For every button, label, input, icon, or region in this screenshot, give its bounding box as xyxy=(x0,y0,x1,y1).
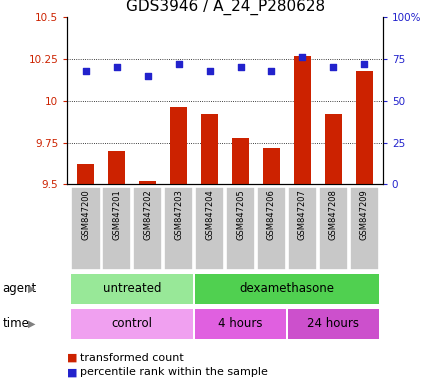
Text: control: control xyxy=(112,317,152,330)
Bar xyxy=(71,274,193,304)
Text: GSM847200: GSM847200 xyxy=(81,189,90,240)
Bar xyxy=(349,187,378,270)
Bar xyxy=(133,187,162,270)
Bar xyxy=(195,308,286,339)
Bar xyxy=(256,187,286,270)
Point xyxy=(329,65,336,71)
Text: ▶: ▶ xyxy=(28,284,36,294)
Point xyxy=(144,73,151,79)
Bar xyxy=(108,151,125,184)
Bar xyxy=(102,187,131,270)
Bar xyxy=(170,108,187,184)
Text: GSM847207: GSM847207 xyxy=(297,189,306,240)
Text: dexamethasone: dexamethasone xyxy=(239,283,334,295)
Bar xyxy=(71,308,193,339)
Text: percentile rank within the sample: percentile rank within the sample xyxy=(80,367,268,377)
Bar xyxy=(77,164,94,184)
Bar xyxy=(195,187,224,270)
Text: GSM847202: GSM847202 xyxy=(143,189,152,240)
Text: time: time xyxy=(2,317,29,330)
Text: 24 hours: 24 hours xyxy=(307,317,358,330)
Text: GSM847206: GSM847206 xyxy=(266,189,275,240)
Point xyxy=(360,61,367,67)
Point xyxy=(82,68,89,74)
Point xyxy=(175,61,182,67)
Text: ▶: ▶ xyxy=(28,318,36,329)
Text: agent: agent xyxy=(2,283,36,295)
Bar xyxy=(71,187,100,270)
Bar xyxy=(324,114,341,184)
Text: GSM847208: GSM847208 xyxy=(328,189,337,240)
Text: GSM847203: GSM847203 xyxy=(174,189,183,240)
Point xyxy=(267,68,274,74)
Bar xyxy=(195,274,378,304)
Title: GDS3946 / A_24_P280628: GDS3946 / A_24_P280628 xyxy=(125,0,324,15)
Bar xyxy=(293,56,310,184)
Bar xyxy=(355,71,372,184)
Text: transformed count: transformed count xyxy=(80,353,184,363)
Bar xyxy=(287,308,378,339)
Bar xyxy=(226,187,254,270)
Bar xyxy=(318,187,347,270)
Point xyxy=(113,65,120,71)
Text: untreated: untreated xyxy=(103,283,161,295)
Bar xyxy=(287,187,316,270)
Text: ■: ■ xyxy=(67,353,78,363)
Text: GSM847209: GSM847209 xyxy=(359,189,368,240)
Bar xyxy=(139,181,156,184)
Point xyxy=(298,54,305,60)
Text: ■: ■ xyxy=(67,367,78,377)
Text: 4 hours: 4 hours xyxy=(218,317,262,330)
Bar xyxy=(201,114,218,184)
Bar xyxy=(263,147,279,184)
Point xyxy=(237,65,243,71)
Bar xyxy=(231,137,249,184)
Text: GSM847205: GSM847205 xyxy=(236,189,244,240)
Point xyxy=(206,68,213,74)
Text: GSM847201: GSM847201 xyxy=(112,189,121,240)
Text: GSM847204: GSM847204 xyxy=(205,189,214,240)
Bar xyxy=(164,187,193,270)
